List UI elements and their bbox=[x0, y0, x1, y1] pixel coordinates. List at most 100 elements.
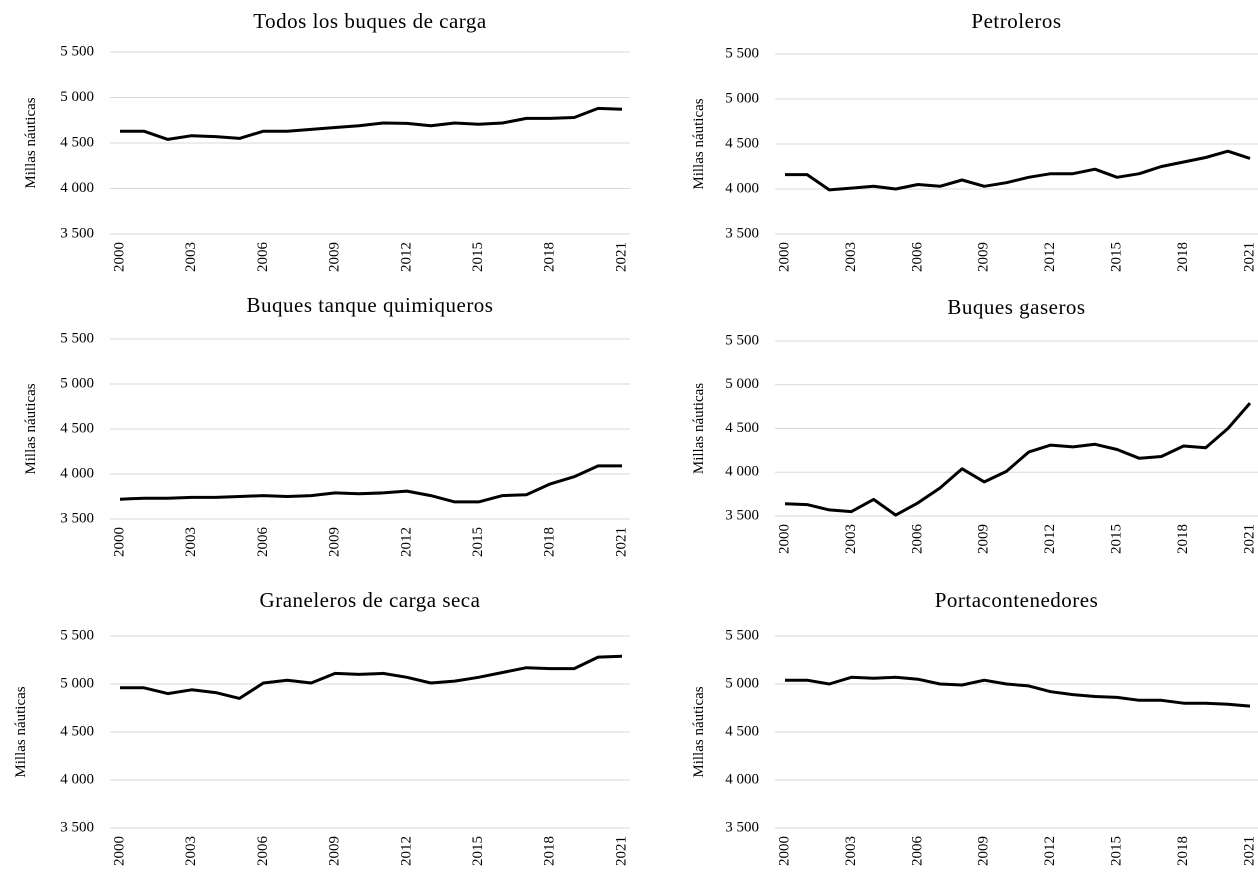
y-tick-label: 5 500 bbox=[725, 45, 759, 61]
y-tick-label: 5 000 bbox=[60, 89, 94, 105]
chart-title: Portacontenedores bbox=[935, 588, 1099, 612]
data-line bbox=[785, 149, 1251, 192]
data-line bbox=[784, 402, 1252, 517]
x-tick-label: 2009 bbox=[327, 242, 343, 272]
chart-title: Graneleros de carga seca bbox=[260, 588, 481, 612]
y-tick-label: 5 000 bbox=[60, 675, 94, 691]
y-tick-label: 4 000 bbox=[60, 465, 94, 481]
x-tick-label: 2012 bbox=[1042, 242, 1058, 272]
x-tick-label: 2018 bbox=[1175, 524, 1191, 554]
x-tick-label: 2009 bbox=[976, 836, 992, 866]
y-tick-label: 4 500 bbox=[725, 135, 759, 151]
y-axis-label: Millas náuticas bbox=[691, 383, 707, 474]
x-tick-label: 2006 bbox=[255, 836, 271, 867]
line-chart: Portacontenedores Millas náuticas 3 500 4 0… bbox=[691, 588, 1258, 866]
chart-title: Buques tanque quimiqueros bbox=[247, 293, 494, 317]
y-tick-label: 4 000 bbox=[60, 771, 94, 787]
y-tick-label: 5 500 bbox=[60, 627, 94, 643]
x-tick-label: 2012 bbox=[398, 836, 414, 866]
y-tick-label: 4 000 bbox=[60, 180, 94, 196]
x-tick-label: 2012 bbox=[398, 527, 414, 557]
x-tick-label: 2006 bbox=[255, 527, 271, 558]
x-tick-label: 2018 bbox=[1175, 242, 1191, 272]
data-line bbox=[119, 464, 622, 504]
data-line bbox=[120, 654, 623, 700]
y-tick-label: 4 500 bbox=[60, 134, 94, 150]
y-tick-label: 5 500 bbox=[60, 330, 94, 346]
x-tick-label: 2018 bbox=[542, 242, 558, 272]
x-tick-label: 2000 bbox=[111, 242, 127, 272]
x-tick-label: 2015 bbox=[1109, 524, 1125, 554]
y-axis-label: Millas náuticas bbox=[13, 686, 29, 777]
y-tick-label: 5 000 bbox=[725, 376, 759, 392]
x-tick-label: 2003 bbox=[183, 242, 199, 272]
x-tick-label: 2021 bbox=[613, 242, 629, 272]
line-chart: Todos los buques de carga Millas náuticas… bbox=[23, 9, 630, 272]
y-axis-label: Millas náuticas bbox=[691, 98, 707, 189]
y-tick-label: 5 000 bbox=[725, 675, 759, 691]
line-chart: Petroleros Millas náuticas 3 500 4 000 4 500… bbox=[691, 9, 1258, 272]
x-tick-label: 2012 bbox=[1042, 524, 1058, 554]
x-tick-label: 2000 bbox=[776, 524, 792, 554]
chart-title: Petroleros bbox=[971, 9, 1061, 33]
x-tick-label: 2021 bbox=[1241, 242, 1257, 272]
x-tick-label: 2015 bbox=[470, 527, 486, 557]
x-tick-label: 2003 bbox=[843, 836, 859, 866]
x-tick-label: 2006 bbox=[909, 242, 925, 273]
y-tick-label: 4 000 bbox=[725, 771, 759, 787]
x-tick-label: 2015 bbox=[470, 242, 486, 272]
y-tick-label: 4 500 bbox=[60, 723, 94, 739]
line-chart: Buques tanque quimiqueros Millas náuticas… bbox=[23, 293, 630, 557]
y-tick-label: 3 500 bbox=[60, 819, 94, 835]
x-tick-label: 2003 bbox=[843, 242, 859, 272]
x-tick-label: 2021 bbox=[613, 527, 629, 557]
x-tick-label: 2015 bbox=[1109, 242, 1125, 272]
chart-title: Todos los buques de carga bbox=[253, 9, 487, 33]
x-tick-label: 2015 bbox=[470, 836, 486, 866]
x-tick-label: 2003 bbox=[843, 524, 859, 554]
x-tick-label: 2018 bbox=[542, 527, 558, 557]
chart-title: Buques gaseros bbox=[947, 295, 1085, 319]
x-tick-label: 2006 bbox=[909, 836, 925, 867]
y-tick-label: 3 500 bbox=[60, 510, 94, 526]
x-tick-label: 2012 bbox=[1042, 836, 1058, 866]
x-tick-label: 2009 bbox=[327, 836, 343, 866]
data-line bbox=[120, 106, 623, 141]
x-tick-label: 2015 bbox=[1109, 836, 1125, 866]
y-tick-label: 4 500 bbox=[60, 420, 94, 436]
x-tick-label: 2009 bbox=[976, 524, 992, 554]
line-chart: Graneleros de carga seca Millas náuticas 3… bbox=[13, 588, 630, 866]
x-tick-label: 2000 bbox=[776, 242, 792, 272]
x-tick-label: 2018 bbox=[1175, 836, 1191, 866]
line-chart: Buques gaseros Millas náuticas 3 500 4 000 4… bbox=[691, 295, 1258, 554]
y-tick-label: 4 500 bbox=[725, 420, 759, 436]
x-tick-label: 2021 bbox=[613, 836, 629, 866]
y-tick-label: 5 000 bbox=[725, 90, 759, 106]
x-tick-label: 2021 bbox=[1241, 524, 1257, 554]
x-tick-label: 2009 bbox=[976, 242, 992, 272]
y-tick-label: 3 500 bbox=[725, 225, 759, 241]
y-tick-label: 5 000 bbox=[60, 375, 94, 391]
y-tick-label: 4 500 bbox=[725, 723, 759, 739]
x-tick-label: 2009 bbox=[327, 527, 343, 557]
data-line bbox=[785, 675, 1251, 708]
x-tick-label: 2000 bbox=[776, 836, 792, 866]
x-tick-label: 2003 bbox=[183, 836, 199, 866]
x-tick-label: 2000 bbox=[111, 527, 127, 557]
y-tick-label: 4 000 bbox=[725, 180, 759, 196]
y-tick-label: 3 500 bbox=[725, 507, 759, 523]
y-axis-label: Millas náuticas bbox=[23, 383, 39, 474]
x-tick-label: 2006 bbox=[255, 242, 271, 273]
x-tick-label: 2012 bbox=[398, 242, 414, 272]
x-tick-label: 2018 bbox=[542, 836, 558, 866]
y-tick-label: 5 500 bbox=[60, 43, 94, 59]
y-tick-label: 5 500 bbox=[725, 627, 759, 643]
x-tick-label: 2000 bbox=[111, 836, 127, 866]
y-axis-label: Millas náuticas bbox=[691, 686, 707, 777]
x-tick-label: 2021 bbox=[1241, 836, 1257, 866]
x-tick-label: 2006 bbox=[909, 524, 925, 555]
y-tick-label: 3 500 bbox=[725, 819, 759, 835]
y-tick-label: 4 000 bbox=[725, 464, 759, 480]
